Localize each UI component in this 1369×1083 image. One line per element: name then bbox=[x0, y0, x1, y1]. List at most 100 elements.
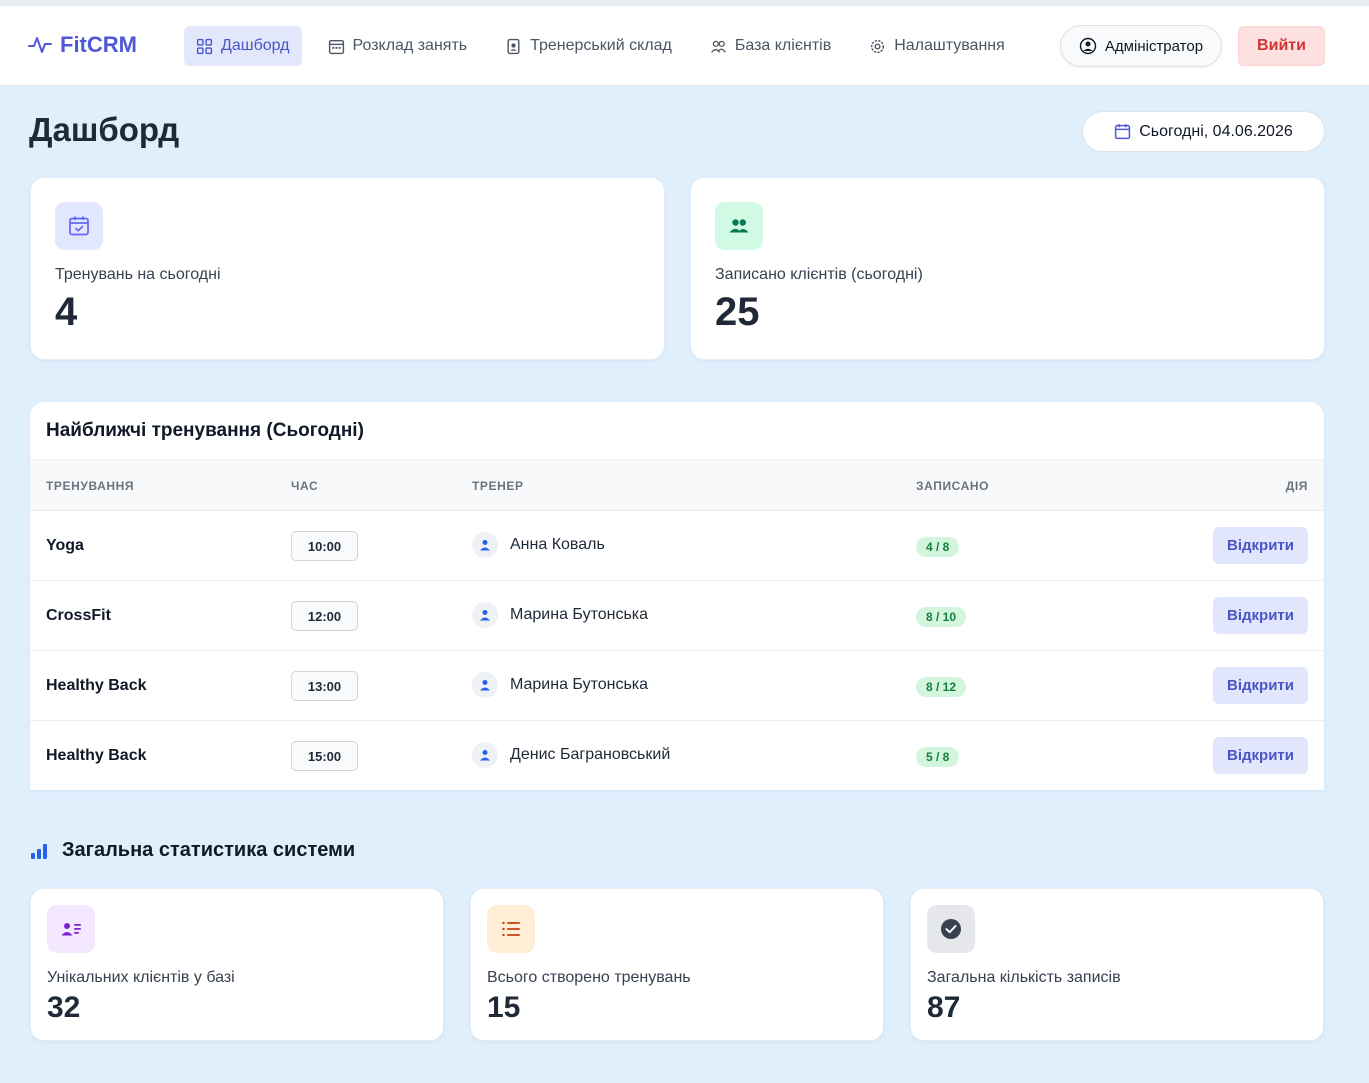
trainer-name: Анна Коваль bbox=[510, 536, 605, 553]
table-row: Healthy Back 15:00 Денис Баграновський 5… bbox=[30, 721, 1324, 790]
stat-card-total-bookings: Загальна кількість записів 87 bbox=[910, 888, 1324, 1041]
avatar bbox=[472, 742, 498, 768]
icon-box bbox=[55, 202, 103, 250]
trainer-cell: Анна Коваль bbox=[472, 532, 605, 558]
table-header: ТРЕНУВАННЯ ЧАС ТРЕНЕР ЗАПИСАНО ДІЯ bbox=[30, 459, 1324, 511]
user-menu-button[interactable]: Адміністратор bbox=[1060, 25, 1222, 67]
users-icon bbox=[729, 219, 749, 233]
nav-item-clients[interactable]: База клієнтів bbox=[698, 26, 843, 66]
stat-value: 87 bbox=[927, 991, 961, 1024]
nav-label: Тренерський склад bbox=[530, 37, 672, 54]
trainer-name: Марина Бутонська bbox=[510, 676, 649, 693]
booked-badge: 8 / 10 bbox=[916, 607, 967, 627]
users-icon bbox=[710, 40, 726, 53]
nav-label: База клієнтів bbox=[734, 37, 832, 54]
gear-icon bbox=[871, 39, 885, 53]
training-name: CrossFit bbox=[46, 607, 111, 624]
user-icon bbox=[480, 540, 490, 551]
date-label: Сьогодні, 04.06.2026 bbox=[1139, 122, 1293, 140]
avatar bbox=[472, 532, 498, 558]
trainer-cell: Денис Баграновський bbox=[472, 742, 670, 768]
badge-icon bbox=[507, 38, 520, 54]
time-chip: 13:00 bbox=[291, 671, 358, 701]
open-training-button[interactable]: Відкрити bbox=[1213, 527, 1308, 564]
logout-button[interactable]: Вийти bbox=[1238, 26, 1325, 66]
column-header-time: ЧАС bbox=[291, 479, 319, 493]
user-icon bbox=[480, 610, 490, 621]
upcoming-trainings-table: Найближчі тренування (Сьогодні) ТРЕНУВАН… bbox=[30, 402, 1324, 790]
booked-badge: 5 / 8 bbox=[916, 747, 960, 767]
stat-value: 4 bbox=[55, 290, 78, 334]
icon-box bbox=[47, 905, 95, 953]
stat-label: Записано клієнтів (сьогодні) bbox=[715, 266, 923, 283]
stat-card-total-trainings: Всього створено тренувань 15 bbox=[470, 888, 884, 1041]
icon-box bbox=[487, 905, 535, 953]
time-chip: 15:00 bbox=[291, 741, 358, 771]
column-header-training: ТРЕНУВАННЯ bbox=[46, 479, 135, 493]
trainer-cell: Марина Бутонська bbox=[472, 672, 648, 698]
open-training-button[interactable]: Відкрити bbox=[1213, 597, 1308, 634]
column-header-action: ДІЯ bbox=[1285, 479, 1308, 493]
nav-label: Налаштування bbox=[894, 37, 1005, 54]
nav-item-schedule[interactable]: Розклад занять bbox=[316, 26, 480, 66]
table-row: CrossFit 12:00 Марина Бутонська 8 / 10 В… bbox=[30, 581, 1324, 651]
calendar-check-icon bbox=[69, 216, 89, 236]
training-name: Healthy Back bbox=[46, 677, 147, 694]
contact-card-icon bbox=[61, 923, 81, 936]
nav-item-trainers[interactable]: Тренерський склад bbox=[493, 26, 684, 66]
stat-value: 15 bbox=[487, 991, 521, 1024]
open-training-button[interactable]: Відкрити bbox=[1213, 667, 1308, 704]
nav-item-dashboard[interactable]: Дашборд bbox=[184, 26, 302, 66]
bar-chart-icon bbox=[31, 843, 47, 859]
training-name: Healthy Back bbox=[46, 747, 147, 764]
avatar bbox=[472, 672, 498, 698]
date-picker-button[interactable]: Сьогодні, 04.06.2026 bbox=[1082, 111, 1325, 152]
stat-card-clients-today: Записано клієнтів (сьогодні) 25 bbox=[690, 177, 1325, 360]
stat-value: 32 bbox=[47, 991, 81, 1024]
stat-card-unique-clients: Унікальних клієнтів у базі 32 bbox=[30, 888, 444, 1041]
column-header-trainer: ТРЕНЕР bbox=[472, 479, 524, 493]
table-title: Найближчі тренування (Сьогодні) bbox=[46, 420, 364, 441]
trainer-cell: Марина Бутонська bbox=[472, 602, 648, 628]
trainer-name: Денис Баграновський bbox=[510, 746, 671, 763]
check-circle-icon bbox=[941, 919, 961, 939]
table-row: Healthy Back 13:00 Марина Бутонська 8 / … bbox=[30, 651, 1324, 721]
user-circle-icon bbox=[1079, 37, 1097, 55]
time-chip: 10:00 bbox=[291, 531, 358, 561]
nav-item-settings[interactable]: Налаштування bbox=[857, 26, 1017, 66]
section-title: Загальна статистика системи bbox=[62, 839, 356, 861]
open-training-button[interactable]: Відкрити bbox=[1213, 737, 1308, 774]
time-chip: 12:00 bbox=[291, 601, 358, 631]
system-stats-heading: Загальна статистика системи bbox=[30, 839, 355, 862]
trainer-name: Марина Бутонська bbox=[510, 606, 649, 623]
stat-value: 25 bbox=[715, 290, 760, 334]
top-bar: FitCRM Дашборд Розклад занять Тренерськи… bbox=[0, 0, 1369, 86]
user-icon bbox=[480, 680, 490, 691]
booked-badge: 4 / 8 bbox=[916, 537, 960, 557]
avatar bbox=[472, 602, 498, 628]
list-icon bbox=[502, 921, 520, 937]
stat-label: Унікальних клієнтів у базі bbox=[47, 969, 235, 986]
stat-card-trainings-today: Тренувань на сьогодні 4 bbox=[30, 177, 665, 360]
user-icon bbox=[480, 750, 490, 761]
page-title: Дашборд bbox=[29, 111, 180, 148]
stat-label: Всього створено тренувань bbox=[487, 969, 691, 986]
pulse-icon bbox=[28, 37, 52, 53]
table-row: Yoga 10:00 Анна Коваль 4 / 8 Відкрити bbox=[30, 511, 1324, 581]
calendar-schedule-icon bbox=[328, 39, 344, 54]
app-logo[interactable]: FitCRM bbox=[28, 32, 137, 58]
grid-icon bbox=[196, 38, 213, 54]
app-name: FitCRM bbox=[60, 32, 137, 57]
stat-label: Тренувань на сьогодні bbox=[55, 266, 221, 283]
icon-box bbox=[927, 905, 975, 953]
booked-badge: 8 / 12 bbox=[916, 677, 967, 697]
user-label: Адміністратор bbox=[1104, 37, 1204, 55]
main-nav: Дашборд Розклад занять Тренерський склад… bbox=[184, 26, 1017, 66]
icon-box bbox=[715, 202, 763, 250]
nav-label: Розклад занять bbox=[352, 37, 468, 54]
column-header-booked: ЗАПИСАНО bbox=[916, 479, 990, 493]
calendar-icon bbox=[1115, 124, 1131, 140]
stat-label: Загальна кількість записів bbox=[927, 969, 1121, 986]
nav-label: Дашборд bbox=[221, 37, 290, 54]
training-name: Yoga bbox=[46, 537, 84, 554]
